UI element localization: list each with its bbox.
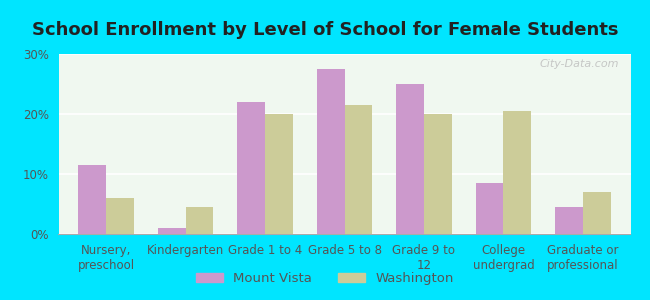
Bar (503, 111, 531, 234)
Bar (583, 192, 610, 234)
Bar (317, 69, 345, 234)
Bar (79, 165, 106, 234)
Bar (158, 228, 186, 234)
Bar (265, 114, 293, 234)
Legend: Mount Vista, Washington: Mount Vista, Washington (191, 267, 459, 290)
Bar (237, 102, 265, 234)
Bar (476, 183, 503, 234)
Text: City-Data.com: City-Data.com (540, 59, 619, 69)
Bar (106, 198, 134, 234)
Bar (555, 207, 583, 234)
Bar (396, 84, 424, 234)
Bar (186, 207, 213, 234)
Bar (344, 105, 372, 234)
Text: School Enrollment by Level of School for Female Students: School Enrollment by Level of School for… (32, 21, 618, 39)
Bar (424, 114, 452, 234)
